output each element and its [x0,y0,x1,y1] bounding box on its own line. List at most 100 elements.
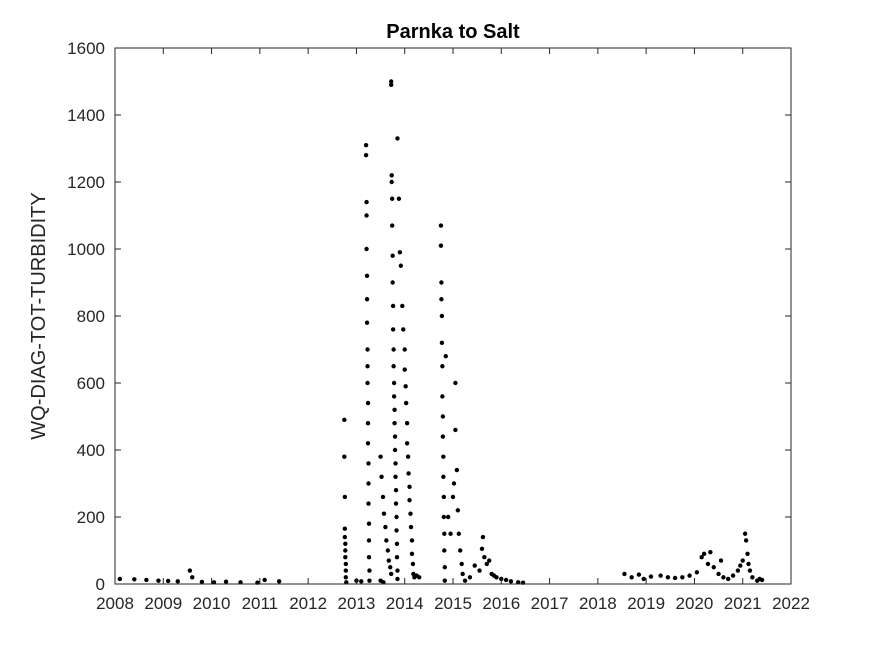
data-point [408,524,414,530]
data-point [439,297,444,302]
x-tick-label: 2021 [724,594,762,613]
y-tick-label: 400 [77,441,105,460]
y-axis-label: WQ-DIAG-TOT-TURBIDITY [28,192,50,439]
data-point [409,551,415,557]
data-point [342,534,348,540]
data-point [440,394,445,399]
x-tick-label: 2010 [193,594,231,613]
data-point [699,555,704,560]
x-tick-label: 2017 [531,594,569,613]
data-point [407,484,412,490]
data-point [388,565,393,570]
data-point [117,576,123,582]
data-point [395,136,400,141]
data-point [344,580,349,585]
data-point [342,526,348,531]
x-tick-label: 2009 [144,594,182,613]
x-tick-label: 2020 [676,594,714,613]
data-point [456,531,461,536]
data-point [641,576,646,582]
data-point [365,347,370,352]
y-tick-label: 800 [77,307,105,326]
data-point [658,573,663,578]
data-point [487,558,492,563]
data-point [388,79,394,84]
data-point [363,153,369,158]
data-point [391,394,397,399]
data-points [117,79,765,585]
data-point [165,578,171,584]
data-point [443,354,448,359]
data-point [441,474,446,479]
data-point [223,579,229,584]
data-point [648,574,654,579]
data-point [390,280,395,285]
data-point [211,580,217,585]
data-point [401,327,406,332]
data-point [389,196,395,201]
data-point [503,577,509,583]
data-point [404,441,410,446]
data-point [484,561,489,567]
data-point [389,223,395,228]
data-point [394,514,399,520]
data-point [390,327,396,332]
data-point [395,568,400,573]
data-point [366,538,372,543]
data-point [455,508,461,513]
data-point [388,82,394,88]
data-point [187,568,193,573]
data-point [460,571,465,577]
y-tick-label: 1400 [67,106,105,125]
data-point [381,511,387,516]
data-point [365,400,371,406]
data-point [379,474,384,479]
data-point [392,407,397,412]
data-point [391,380,397,386]
data-point [384,538,389,543]
data-point [363,142,369,148]
data-point [390,303,396,309]
data-point [442,531,447,536]
data-point [132,577,137,582]
data-point [366,461,371,466]
data-point [708,549,713,555]
data-point [629,575,634,580]
data-point [365,364,370,369]
data-point [364,213,369,218]
data-point [745,551,750,557]
data-point [409,538,415,543]
data-point [453,380,458,386]
y-tick-label: 0 [96,575,105,594]
data-point [480,534,486,540]
data-point [388,571,394,577]
data-point [701,551,707,557]
x-tick-label: 2018 [579,594,617,613]
y-tick-label: 1000 [67,240,105,259]
data-point [411,571,416,577]
x-tick-label: 2022 [772,594,810,613]
data-point [718,558,724,563]
data-point [380,494,386,500]
data-point [472,563,477,568]
data-point [441,514,447,520]
data-point [393,474,398,479]
axis-ticks: 2008 2009 2010 2011 2012 2013 2014 2015 2016 2017… [67,39,810,613]
data-point [393,501,399,506]
data-point [406,471,411,476]
data-point [398,263,404,268]
data-point [402,347,407,352]
data-point [343,568,349,573]
data-point [515,580,521,585]
data-point [687,573,692,578]
x-tick-label: 2014 [386,594,424,613]
data-point [716,571,721,577]
data-point [408,511,413,516]
data-point [458,548,463,553]
data-point [390,253,395,258]
data-point [694,570,700,575]
data-point [680,575,685,580]
data-point [391,364,396,369]
data-point [750,575,755,580]
